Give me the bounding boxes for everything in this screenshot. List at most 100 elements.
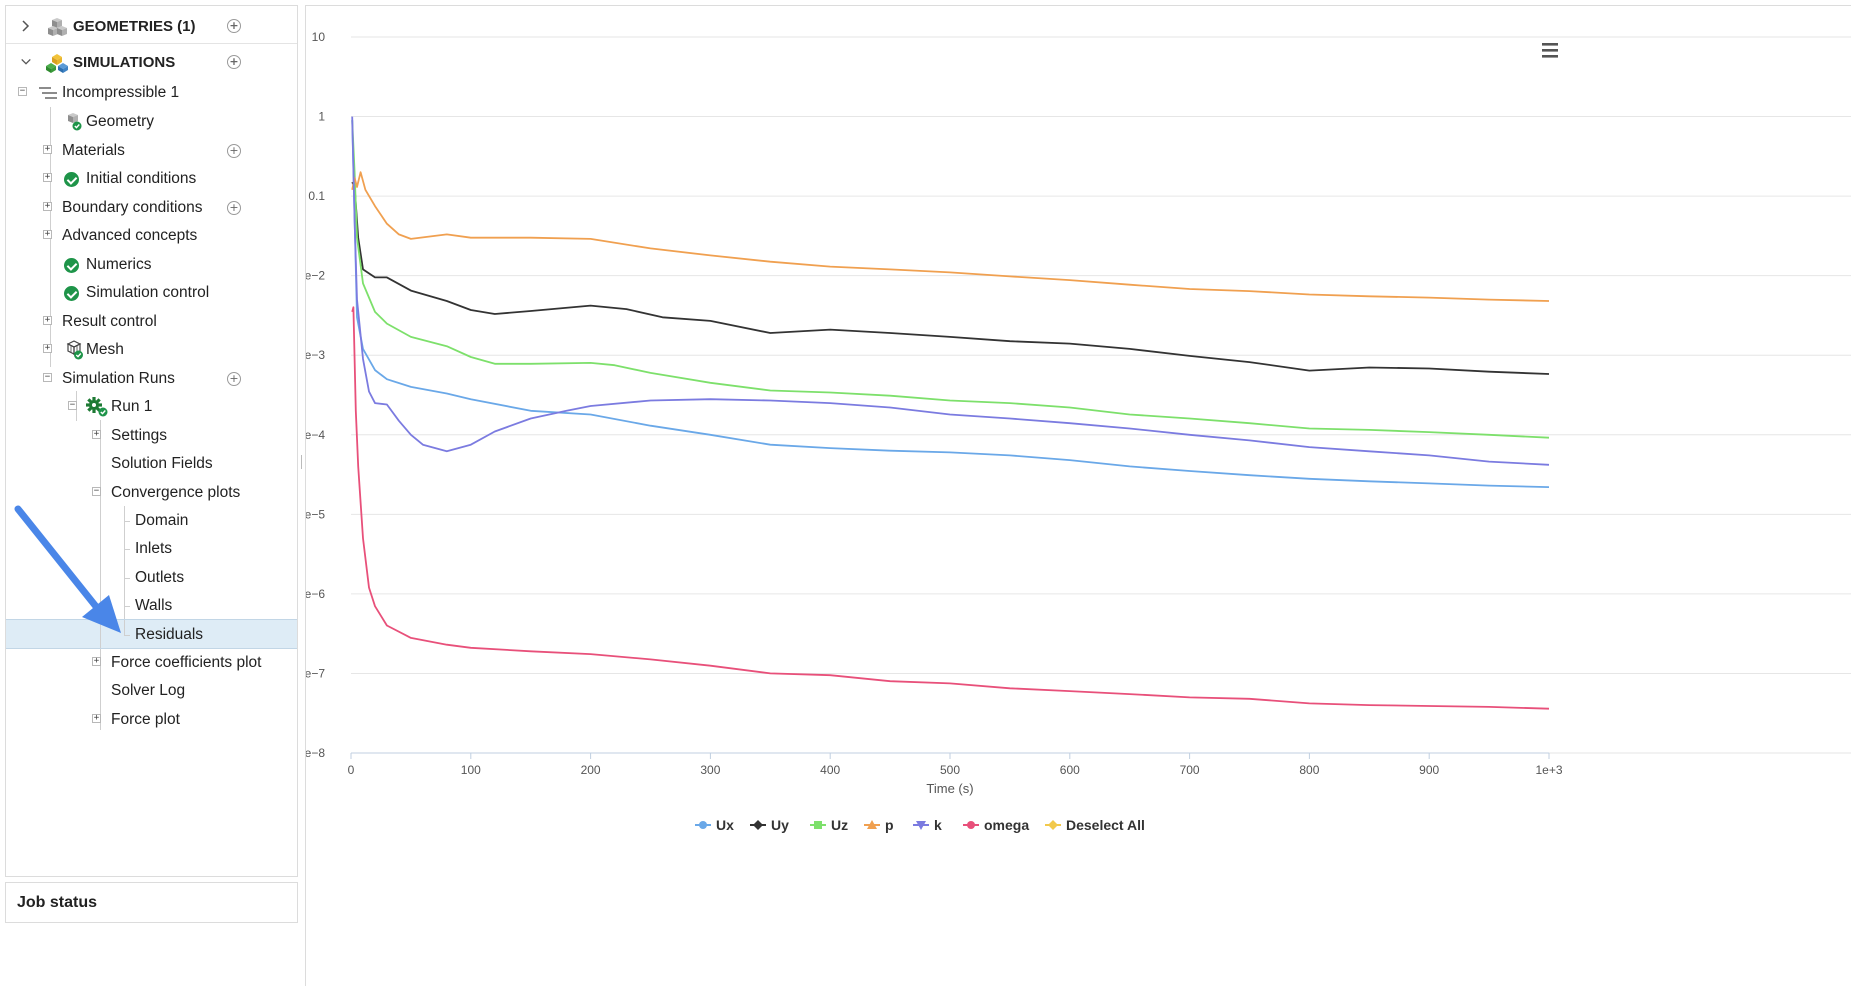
chevron-down-icon[interactable]: [20, 55, 32, 69]
tree-connector-line: [124, 506, 125, 636]
mesh-icon: [66, 340, 83, 360]
add-simulation-icon[interactable]: +: [227, 55, 241, 69]
tree-item-materials[interactable]: + Materials +: [6, 136, 297, 166]
y-tick-label: 1e−4: [306, 428, 325, 442]
tree-item-label: Convergence plots: [111, 484, 241, 501]
legend-label: omega: [984, 817, 1029, 833]
tree-connector-line: [124, 635, 130, 636]
legend-item-uz[interactable]: Uz: [810, 817, 848, 833]
tree-item-settings[interactable]: + Settings: [6, 421, 297, 451]
x-tick-label: 300: [700, 763, 720, 777]
tree-item-solver-log[interactable]: Solver Log: [6, 676, 297, 706]
collapse-toggle-icon[interactable]: −: [68, 400, 77, 410]
legend-item-omega[interactable]: omega: [963, 817, 1029, 833]
tree-item-solution-fields[interactable]: Solution Fields: [6, 449, 297, 479]
collapse-toggle-icon[interactable]: −: [43, 372, 52, 382]
expand-toggle-icon[interactable]: +: [43, 144, 52, 154]
expand-toggle-icon[interactable]: +: [92, 713, 101, 723]
tree-connector-line: [124, 606, 130, 607]
tree-item-convergence-plots[interactable]: − Convergence plots: [6, 478, 297, 508]
y-tick-label: 1: [318, 110, 325, 124]
legend-item-k[interactable]: k: [913, 817, 942, 833]
series-line-uz[interactable]: [351, 120, 1550, 439]
expand-toggle-icon[interactable]: +: [43, 172, 52, 182]
collapse-toggle-icon[interactable]: −: [92, 486, 101, 496]
tree-item-force-coefficients-plot[interactable]: + Force coefficients plot: [6, 648, 297, 678]
tree-item-label: Materials: [62, 142, 125, 159]
tree-item-simulation-control[interactable]: Simulation control: [6, 278, 297, 308]
legend-item-uy[interactable]: Uy: [750, 817, 789, 833]
tree-item-advanced-concepts[interactable]: + Advanced concepts: [6, 221, 297, 251]
tree-connector-line: [124, 549, 130, 550]
gear-check-icon: [86, 397, 108, 417]
tree-item-label: Simulation Runs: [62, 370, 175, 387]
tree-item-outlets[interactable]: Outlets: [6, 563, 297, 593]
tree-item-run-1[interactable]: − Run 1: [6, 392, 297, 422]
series-line-ux[interactable]: [351, 120, 1550, 488]
add-geometry-icon[interactable]: +: [227, 19, 241, 33]
x-tick-label: 1e+3: [1535, 763, 1562, 777]
expand-toggle-icon[interactable]: +: [92, 656, 101, 666]
legend-item-ux[interactable]: Ux: [695, 817, 734, 833]
tree-item-result-control[interactable]: + Result control: [6, 307, 297, 337]
tree-item-geometry[interactable]: Geometry: [6, 107, 297, 137]
tree-item-numerics[interactable]: Numerics: [6, 250, 297, 280]
tree-item-label: Force coefficients plot: [111, 654, 262, 671]
tree-item-label: Boundary conditions: [62, 199, 203, 216]
tree-item-label: Numerics: [86, 256, 152, 273]
chevron-right-icon[interactable]: [20, 19, 32, 33]
add-material-icon[interactable]: +: [227, 144, 241, 158]
series-line-p[interactable]: [351, 171, 1550, 302]
y-tick-label: 10: [312, 30, 326, 44]
simulation-tree-panel: GEOMETRIES (1) + SIMULATIONS + − Incompr…: [5, 5, 298, 877]
tree-item-residuals[interactable]: Residuals: [6, 619, 297, 649]
legend-item-p[interactable]: p: [864, 817, 894, 833]
tree-item-label: Advanced concepts: [62, 227, 198, 244]
legend-marker: [867, 820, 877, 829]
chart-menu-icon[interactable]: [1542, 43, 1558, 58]
tree-item-inlets[interactable]: Inlets: [6, 534, 297, 564]
tree-item-simulation-runs[interactable]: − Simulation Runs +: [6, 364, 297, 394]
series-line-uy[interactable]: [351, 181, 1550, 375]
legend-marker: [753, 820, 763, 830]
add-boundary-condition-icon[interactable]: +: [227, 201, 241, 215]
tree-item-domain[interactable]: Domain: [6, 506, 297, 536]
tree-item-boundary-conditions[interactable]: + Boundary conditions +: [6, 193, 297, 223]
expand-toggle-icon[interactable]: +: [43, 201, 52, 211]
collapse-toggle-icon[interactable]: −: [18, 86, 27, 96]
x-tick-label: 900: [1419, 763, 1439, 777]
geometries-section-header[interactable]: GEOMETRIES (1) +: [6, 6, 297, 48]
geometry-check-icon: [68, 113, 82, 131]
add-simulation-run-icon[interactable]: +: [227, 372, 241, 386]
tree-item-incompressible-1[interactable]: − Incompressible 1: [6, 78, 297, 108]
tree-item-label: Settings: [111, 427, 168, 444]
x-tick-label: 700: [1180, 763, 1200, 777]
legend-item-deselect-all[interactable]: Deselect All: [1045, 817, 1145, 833]
tree-item-label: Mesh: [86, 341, 124, 358]
expand-toggle-icon[interactable]: +: [43, 315, 52, 325]
series-line-omega[interactable]: [351, 306, 1550, 710]
tree-item-mesh[interactable]: + Mesh: [6, 335, 297, 365]
tree-item-force-plot[interactable]: + Force plot: [6, 705, 297, 735]
legend-marker: [916, 821, 926, 830]
tree-item-initial-conditions[interactable]: + Initial conditions: [6, 164, 297, 194]
tree-connector-line: [124, 521, 130, 522]
legend-marker: [967, 821, 975, 829]
simulations-section-header[interactable]: SIMULATIONS +: [6, 42, 297, 84]
y-tick-label: 0.1: [308, 189, 325, 203]
residuals-chart-panel: 10 1 0.1 1e−2 1e−3 1e−4 1e−5 1e−6 1e−7 1e−8 0 100 20…: [305, 5, 1851, 986]
y-tick-label: 1e−5: [306, 507, 325, 521]
residuals-chart: 10 1 0.1 1e−2 1e−3 1e−4 1e−5 1e−6 1e−7 1e−8 0 100 20…: [306, 30, 1851, 833]
expand-toggle-icon[interactable]: +: [92, 429, 101, 439]
expand-toggle-icon[interactable]: +: [43, 229, 52, 239]
y-tick-label: 1e−7: [306, 666, 325, 680]
job-status-label: Job status: [17, 894, 98, 911]
job-status-panel[interactable]: Job status: [5, 882, 298, 923]
expand-toggle-icon[interactable]: +: [43, 343, 52, 353]
legend-label: Uz: [831, 817, 848, 833]
tree-item-label: Residuals: [135, 626, 204, 643]
simulations-icon: [46, 54, 68, 73]
legend-label: Ux: [716, 817, 734, 833]
tree-item-walls[interactable]: Walls: [6, 591, 297, 621]
series-line-k[interactable]: [351, 116, 1550, 466]
